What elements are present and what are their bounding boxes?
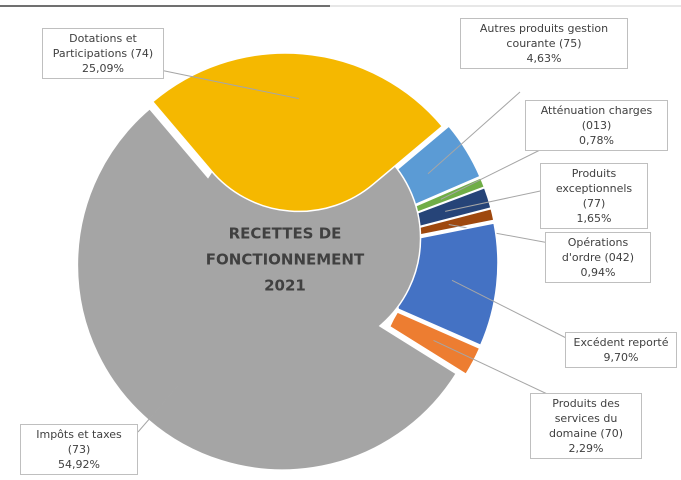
slice-value: 2,29% <box>568 442 604 455</box>
donut-slice <box>151 52 444 213</box>
slice-name: Autres produits gestion courante (75) <box>479 22 609 50</box>
leader-line <box>427 91 521 175</box>
slice-label: Autres produits gestion courante (75) 4,6… <box>460 18 628 69</box>
chart-title: RECETTES DE <box>229 225 342 243</box>
slice-value: 9,70% <box>603 351 639 364</box>
slice-name: Produits exceptionnels (77) <box>555 167 633 210</box>
leader-line <box>440 149 541 200</box>
slice-label: Atténuation charges (013) 0,78% <box>525 100 668 151</box>
slice-label: Excédent reporté 9,70% <box>565 332 677 368</box>
slice-label: Opérations d'ordre (042) 0,94% <box>545 232 651 283</box>
donut-slice <box>388 311 481 376</box>
slice-name: Impôts et taxes (73) <box>36 428 122 456</box>
slice-name: Dotations et Participations (74) <box>52 32 154 60</box>
slice-value: 25,09% <box>82 62 124 75</box>
slice-name: Opérations d'ordre (042) <box>561 236 635 264</box>
leader-line <box>137 385 179 433</box>
slice-name: Produits des services du domaine (70) <box>548 397 624 440</box>
leader-line <box>451 279 581 346</box>
leader-line <box>445 189 546 212</box>
slice-name: Excédent reporté <box>573 336 669 349</box>
slice-name: Atténuation charges (013) <box>540 104 653 132</box>
slice-label: Dotations et Participations (74) 25,09% <box>42 28 164 79</box>
slice-value: 54,92% <box>58 458 100 471</box>
slice-value: 0,94% <box>580 266 616 279</box>
slice-value: 1,65% <box>576 212 612 225</box>
slice-label: Produits exceptionnels (77) 1,65% <box>540 163 648 229</box>
slice-label: Impôts et taxes (73) 54,92% <box>20 424 138 475</box>
slice-value: 4,63% <box>526 52 562 65</box>
donut-slice <box>76 107 458 471</box>
chart-title: FONCTIONNEMENT <box>206 251 365 269</box>
leader-line <box>433 340 561 401</box>
leader-line <box>159 69 299 100</box>
chart-title: 2021 <box>264 277 306 295</box>
slice-value: 0,78% <box>579 134 614 147</box>
slice-label: Produits des services du domaine (70) 2,2… <box>530 393 642 459</box>
